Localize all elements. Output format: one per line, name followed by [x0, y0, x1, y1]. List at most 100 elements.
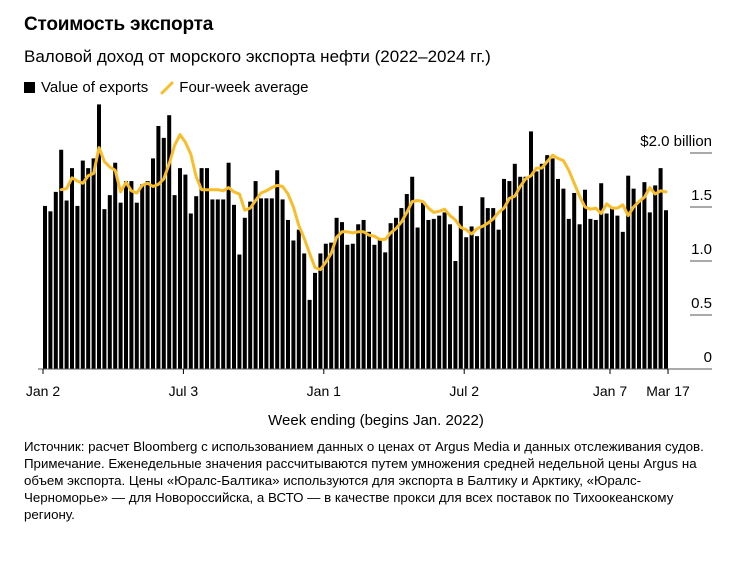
bar	[545, 155, 550, 369]
bar	[129, 181, 134, 369]
bar	[658, 168, 663, 369]
bar	[410, 176, 415, 369]
bar	[529, 131, 533, 369]
bar	[431, 218, 436, 369]
y-tick-label: 0	[704, 349, 712, 366]
bar	[291, 240, 296, 369]
legend-line-label: Four-week average	[179, 79, 309, 96]
bar	[361, 219, 366, 369]
bar	[372, 244, 377, 369]
bar	[415, 227, 420, 369]
bar	[113, 162, 118, 369]
bar	[242, 217, 247, 369]
bar	[232, 204, 236, 369]
bar	[253, 181, 258, 369]
methodology-note: Примечание. Еженедельные значения рассчи…	[24, 456, 697, 522]
bar	[75, 205, 80, 369]
bar	[593, 219, 598, 369]
bar	[178, 168, 182, 369]
bar	[140, 184, 145, 369]
x-tick-label: Jan 7	[593, 383, 627, 399]
bar	[345, 244, 350, 369]
bar	[583, 189, 587, 369]
bar	[210, 199, 215, 369]
bar	[377, 238, 382, 369]
bar	[437, 215, 442, 369]
bar	[313, 272, 317, 369]
bar	[523, 176, 528, 369]
bar	[610, 207, 614, 369]
bar	[102, 209, 107, 369]
bar	[485, 208, 490, 369]
bar	[631, 188, 636, 369]
bar	[221, 199, 226, 369]
bar	[43, 205, 47, 369]
y-tick-label: 1.5	[691, 187, 712, 204]
bar	[151, 158, 155, 369]
bar	[599, 183, 604, 369]
bar	[280, 199, 285, 369]
bar	[323, 243, 328, 369]
bar	[275, 170, 280, 369]
bar	[539, 163, 544, 369]
chart-plot: 0 0.5 1.0 1.5 $2.0 billion Jan 2 Jul 3 Jan 1 Ju…	[26, 104, 712, 399]
bar	[161, 137, 166, 369]
bar	[118, 202, 123, 369]
bar	[502, 178, 506, 369]
bar	[469, 226, 474, 369]
bar	[199, 168, 204, 369]
bar	[367, 231, 371, 369]
bar	[653, 185, 658, 369]
bar	[145, 181, 150, 369]
bar	[426, 219, 431, 369]
bar	[588, 218, 593, 369]
bar	[107, 195, 112, 369]
y-tick-label: $2.0 billion	[640, 133, 712, 150]
bar	[642, 182, 647, 369]
bar	[496, 229, 501, 369]
bar	[507, 181, 512, 369]
bars-group	[43, 104, 668, 370]
x-tick-label: Jan 2	[26, 383, 60, 399]
bar	[307, 299, 312, 369]
bar	[53, 191, 58, 369]
source-note: Источник: расчет Bloomberg с использован…	[24, 439, 704, 454]
bar	[388, 223, 393, 369]
bar	[124, 181, 128, 369]
bar	[383, 252, 388, 369]
bar	[134, 202, 139, 369]
bar	[448, 224, 452, 369]
bar	[334, 217, 339, 369]
bar	[70, 168, 74, 369]
bar	[404, 194, 409, 369]
bar	[604, 213, 609, 369]
y-axis: 0 0.5 1.0 1.5 $2.0 billion	[640, 133, 712, 366]
bar	[156, 126, 161, 369]
bar	[80, 160, 85, 369]
bar	[626, 175, 631, 369]
bar	[205, 168, 209, 369]
bar	[97, 104, 101, 370]
bar	[167, 115, 172, 369]
x-axis: Jan 2 Jul 3 Jan 1 Jul 2 Jan 7 Mar 17	[26, 368, 712, 399]
legend: Value of exports Four-week average	[24, 79, 309, 96]
bar	[442, 212, 447, 369]
bar	[566, 218, 571, 369]
bar	[259, 198, 263, 369]
bar	[350, 243, 355, 369]
bar	[248, 201, 253, 369]
bar	[64, 200, 69, 369]
bar	[86, 168, 91, 369]
chart-title: Стоимость экспорта	[24, 14, 214, 35]
bar	[615, 215, 620, 369]
bar	[518, 176, 523, 369]
bar	[237, 254, 242, 369]
legend-bar-swatch-icon	[24, 82, 35, 93]
x-tick-label: Mar 17	[646, 383, 690, 399]
bar	[302, 253, 307, 369]
bar	[340, 222, 344, 369]
bar	[491, 208, 496, 369]
bar	[183, 174, 188, 369]
bar	[464, 237, 469, 369]
bar	[664, 210, 668, 369]
